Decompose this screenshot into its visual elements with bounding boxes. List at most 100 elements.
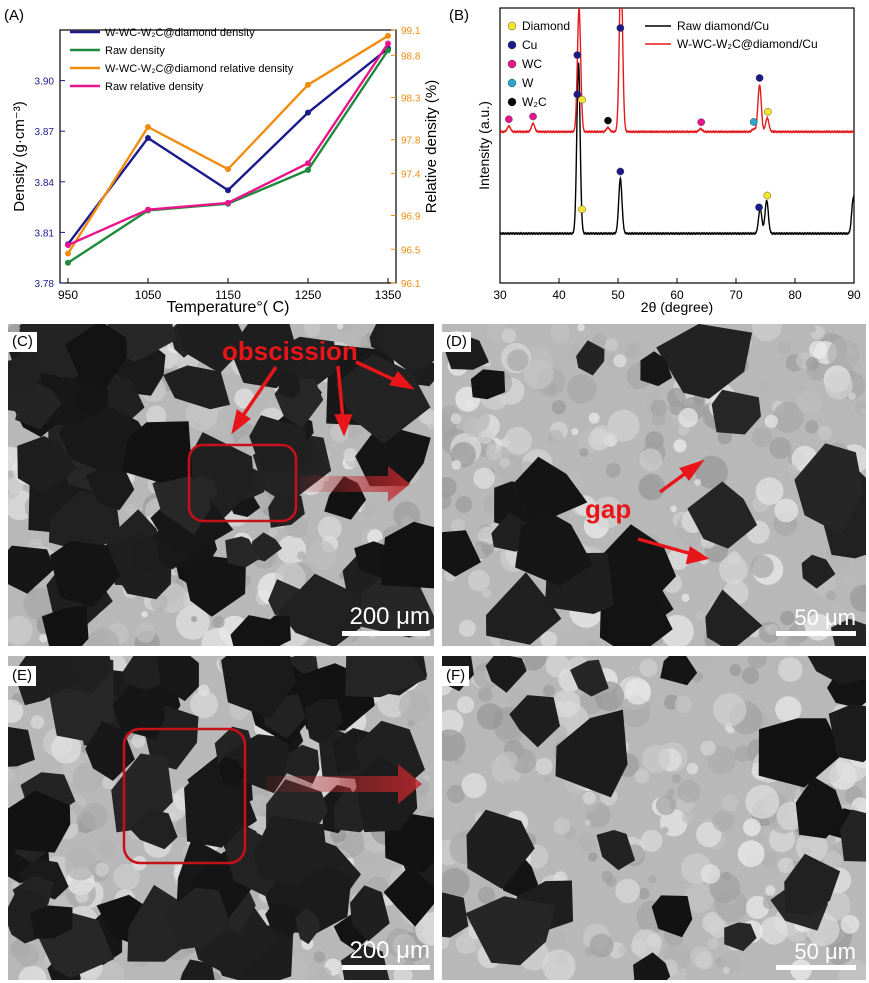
matrix-speckle: [212, 616, 225, 629]
matrix-speckle: [727, 551, 741, 565]
diamond-particle: [253, 815, 328, 886]
matrix-speckle: [131, 734, 146, 749]
matrix-speckle: [504, 426, 532, 455]
diamond-particle: [509, 695, 560, 748]
matrix-speckle: [607, 409, 640, 442]
data-point: [385, 47, 391, 54]
matrix-speckle: [307, 540, 337, 570]
matrix-speckle: [842, 575, 856, 589]
diamond-particle: [651, 895, 693, 938]
data-point: [65, 259, 71, 266]
zoom-region-box: [122, 727, 247, 865]
matrix-speckle: [700, 864, 721, 884]
diamond-particle: [345, 656, 427, 698]
matrix-speckle: [542, 684, 555, 697]
matrix-speckle: [341, 324, 353, 334]
diamond-particle: [375, 324, 434, 375]
matrix-speckle: [579, 448, 589, 458]
matrix-speckle: [617, 945, 628, 956]
matrix-speckle: [764, 414, 778, 428]
x-tick-label: 70: [729, 288, 743, 302]
matrix-speckle: [827, 338, 860, 372]
diamond-particle: [794, 443, 864, 535]
matrix-speckle: [578, 897, 587, 906]
matrix-speckle: [578, 832, 597, 851]
diamond-particle: [576, 340, 605, 376]
matrix-speckle: [135, 622, 156, 643]
matrix-speckle: [684, 883, 714, 913]
matrix-speckle: [442, 709, 464, 736]
diamond-particle: [599, 586, 673, 646]
matrix-speckle: [141, 610, 148, 618]
matrix-speckle: [450, 518, 466, 534]
matrix-speckle: [30, 715, 45, 730]
diamond-particle: [64, 324, 127, 389]
matrix-speckle: [585, 946, 595, 957]
phase-marker: [505, 115, 513, 124]
matrix-speckle: [96, 960, 125, 980]
x-tick-label: 40: [552, 288, 566, 302]
matrix-speckle: [8, 615, 33, 646]
gap-annotation: gap: [585, 494, 632, 524]
matrix-speckle: [303, 324, 321, 337]
matrix-speckle: [446, 784, 465, 803]
diamond-particle: [76, 377, 108, 417]
y-right-tick-label: 96.9: [401, 212, 421, 223]
matrix-speckle: [499, 457, 511, 469]
matrix-speckle: [442, 868, 470, 899]
diamond-particle: [687, 481, 758, 549]
matrix-speckle: [500, 779, 521, 799]
matrix-speckle: [666, 788, 675, 797]
matrix-speckle: [588, 412, 600, 424]
data-point: [385, 32, 391, 39]
matrix-speckle: [23, 587, 56, 620]
matrix-speckle: [655, 795, 676, 816]
diamond-particle: [515, 510, 593, 587]
x-tick-label: 1350: [375, 288, 402, 302]
matrix-speckle: [790, 520, 797, 528]
matrix-speckle: [547, 429, 564, 446]
matrix-speckle: [197, 684, 210, 697]
diamond-particle: [596, 830, 636, 871]
matrix-speckle: [765, 885, 776, 896]
matrix-speckle: [190, 690, 219, 719]
diamond-particle: [442, 530, 481, 577]
matrix-speckle: [778, 657, 803, 682]
series-line-0: [67, 47, 389, 245]
matrix-speckle: [673, 439, 687, 453]
diamond-particle: [341, 944, 390, 980]
matrix-speckle: [809, 326, 817, 333]
matrix-speckle: [451, 459, 462, 470]
matrix-speckle: [757, 378, 771, 392]
matrix-speckle: [577, 324, 585, 332]
matrix-speckle: [729, 663, 742, 677]
legend-label: W-WC-W₂C@diamond relative density: [105, 63, 294, 75]
matrix-speckle: [317, 516, 342, 541]
matrix-speckle: [661, 826, 669, 834]
phase-legend-label: W: [522, 76, 534, 90]
matrix-speckle: [721, 794, 739, 812]
diamond-particle: [705, 589, 763, 646]
diamond-particle: [129, 809, 178, 850]
matrix-speckle: [772, 401, 804, 433]
data-point: [385, 40, 391, 47]
matrix-speckle: [787, 464, 798, 475]
matrix-speckle: [709, 919, 728, 939]
matrix-speckle: [553, 817, 571, 835]
diamond-particle: [221, 656, 296, 719]
matrix-speckle: [97, 840, 116, 859]
y-right-axis-label: Relative density (%): [423, 80, 440, 213]
scale-bar-line: [342, 631, 430, 636]
xrd-trace-0: [500, 62, 854, 236]
matrix-speckle: [713, 693, 747, 727]
matrix-speckle: [640, 829, 663, 852]
matrix-speckle: [588, 428, 611, 451]
matrix-speckle: [769, 437, 792, 459]
matrix-speckle: [755, 836, 763, 844]
phase-legend-marker: [507, 21, 517, 31]
sem-micrograph-e: (E) 200 μm: [8, 656, 434, 980]
matrix-speckle: [669, 400, 685, 416]
matrix-speckle: [767, 623, 779, 636]
matrix-speckle: [506, 349, 529, 372]
matrix-speckle: [8, 699, 24, 723]
